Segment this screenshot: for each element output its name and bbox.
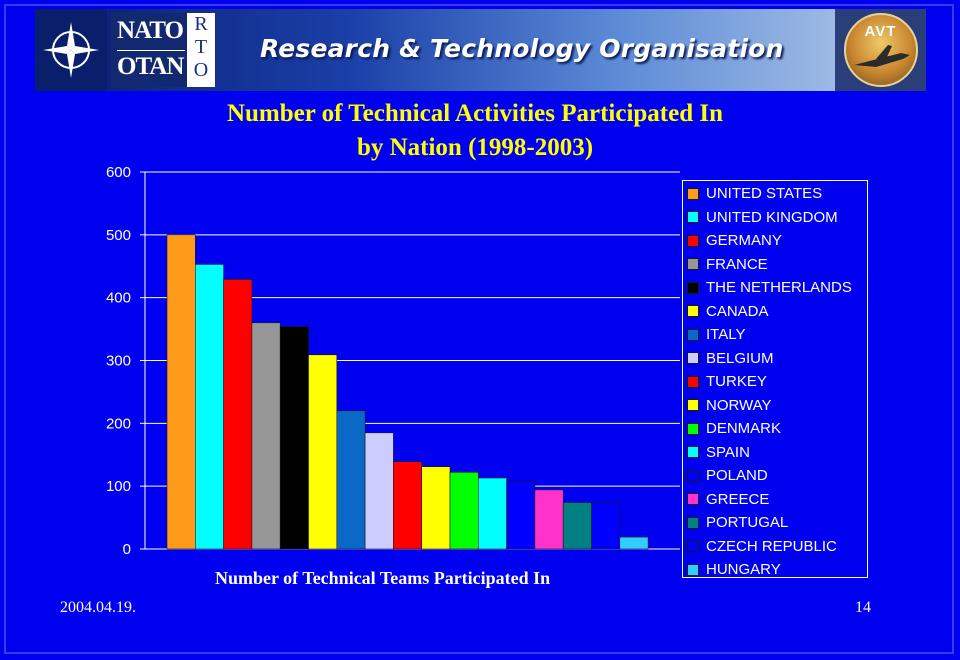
legend-swatch-italy <box>687 328 699 341</box>
slide-date: 2004.04.19. <box>60 599 136 616</box>
x-axis-label: Number of Technical Teams Participated I… <box>215 568 551 588</box>
y-tick-label-200: 200 <box>106 415 131 432</box>
legend-item-greece: GREECE <box>683 488 867 512</box>
bar-turkey <box>393 461 422 550</box>
legend-label-united-states: UNITED STATES <box>706 185 823 203</box>
bar-poland <box>506 480 536 550</box>
nato-logo-word: NATO <box>117 17 184 44</box>
slide-frame <box>4 4 954 654</box>
y-tick-label-600: 600 <box>106 164 131 181</box>
bar-united-kingdom <box>195 264 224 550</box>
legend-label-hungary: HUNGARY <box>706 561 781 579</box>
legend-swatch-the-netherlands <box>687 281 699 294</box>
legend-item-canada: CANADA <box>683 300 867 324</box>
y-axis: 0 100 200 300 400 500 600 <box>106 164 146 558</box>
legend-swatch-turkey <box>687 375 699 388</box>
bar-italy <box>336 410 366 550</box>
bar-belgium <box>364 432 394 550</box>
legend-item-germany: GERMANY <box>683 229 867 253</box>
bar-germany <box>223 279 253 550</box>
legend-label-germany: GERMANY <box>706 232 782 250</box>
legend-swatch-czech-republic <box>687 540 699 553</box>
legend-label-italy: ITALY <box>706 326 746 344</box>
bar-canada <box>308 354 338 550</box>
legend-item-hungary: HUNGARY <box>683 558 867 582</box>
legend-swatch-united-states <box>687 187 699 200</box>
legend-swatch-denmark <box>687 422 699 435</box>
organisation-title: Research & Technology Organisation <box>260 34 784 63</box>
y-tick-label-400: 400 <box>106 290 131 307</box>
legend-swatch-poland <box>687 469 699 482</box>
legend-label-norway: NORWAY <box>706 396 772 414</box>
legend-item-united-states: UNITED STATES <box>683 182 867 206</box>
legend-swatch-france <box>687 258 699 271</box>
legend-swatch-germany <box>687 234 699 247</box>
bar-norway <box>421 466 451 550</box>
legend-label-the-netherlands: THE NETHERLANDS <box>706 279 852 297</box>
bar-greece <box>534 489 564 550</box>
legend-swatch-spain <box>687 446 699 459</box>
legend-swatch-belgium <box>687 352 699 365</box>
rto-logo: R T O <box>187 13 215 87</box>
legend-swatch-canada <box>687 305 699 318</box>
rto-letter-o: O <box>193 59 209 81</box>
rto-letter-t: T <box>194 36 208 58</box>
legend-item-norway: NORWAY <box>683 394 867 418</box>
legend-swatch-hungary <box>687 563 699 576</box>
legend-item-france: FRANCE <box>683 253 867 277</box>
avt-badge: AVT <box>835 9 926 91</box>
rto-letter-r: R <box>194 13 208 35</box>
slide-page-number: 14 <box>855 599 871 616</box>
legend-item-spain: SPAIN <box>683 441 867 465</box>
y-tick-label-100: 100 <box>106 478 131 495</box>
legend-swatch-portugal <box>687 516 699 529</box>
nato-compass-icon <box>35 9 107 91</box>
bar-hungary <box>619 536 649 550</box>
legend-item-the-netherlands: THE NETHERLANDS <box>683 276 867 300</box>
bar-united-states <box>166 234 196 550</box>
legend-label-canada: CANADA <box>706 302 769 320</box>
legend-item-belgium: BELGIUM <box>683 347 867 371</box>
bar-czech-republic <box>591 502 621 550</box>
y-tick-label-300: 300 <box>106 353 131 370</box>
legend-item-portugal: PORTUGAL <box>683 511 867 535</box>
chart-legend: UNITED STATES UNITED KINGDOM GERMANY FRANCE… <box>682 180 868 578</box>
bar-spain <box>477 477 507 550</box>
chart-bars <box>166 234 649 550</box>
bar-denmark <box>449 471 479 550</box>
legend-label-belgium: BELGIUM <box>706 349 774 367</box>
y-tick-label-500: 500 <box>106 227 131 244</box>
legend-label-greece: GREECE <box>706 490 770 508</box>
legend-label-poland: POLAND <box>706 467 768 485</box>
legend-label-spain: SPAIN <box>706 443 750 461</box>
legend-label-united-kingdom: UNITED KINGDOM <box>706 208 838 226</box>
bar-the-netherlands <box>279 326 309 550</box>
header-banner: NATO OTAN R T O Research & Technology Or… <box>35 9 926 91</box>
chart-title-line-1: Number of Technical Activities Participa… <box>226 100 724 127</box>
legend-swatch-greece <box>687 493 699 506</box>
chart-title: Number of Technical Activities Participa… <box>150 97 800 165</box>
legend-swatch-norway <box>687 399 699 412</box>
bar-portugal <box>562 502 592 550</box>
legend-label-denmark: DENMARK <box>706 420 782 438</box>
otan-logo-word: OTAN <box>117 53 184 80</box>
y-tick-label-0: 0 <box>123 541 131 558</box>
legend-label-france: FRANCE <box>706 255 768 273</box>
jet-emblem-icon: AVT <box>843 13 918 87</box>
legend-item-united-kingdom: UNITED KINGDOM <box>683 206 867 230</box>
legend-swatch-united-kingdom <box>687 211 699 224</box>
legend-item-czech-republic: CZECH REPUBLIC <box>683 535 867 559</box>
legend-item-italy: ITALY <box>683 323 867 347</box>
bar-france <box>251 322 281 550</box>
legend-item-poland: POLAND <box>683 464 867 488</box>
nato-otan-logo: NATO OTAN <box>111 13 191 87</box>
legend-item-turkey: TURKEY <box>683 370 867 394</box>
legend-item-denmark: DENMARK <box>683 417 867 441</box>
avt-label: AVT <box>864 23 897 40</box>
legend-label-czech-republic: CZECH REPUBLIC <box>706 537 837 555</box>
legend-label-turkey: TURKEY <box>706 373 767 391</box>
chart-title-line-2: by Nation (1998-2003) <box>356 134 594 161</box>
legend-label-portugal: PORTUGAL <box>706 514 789 532</box>
